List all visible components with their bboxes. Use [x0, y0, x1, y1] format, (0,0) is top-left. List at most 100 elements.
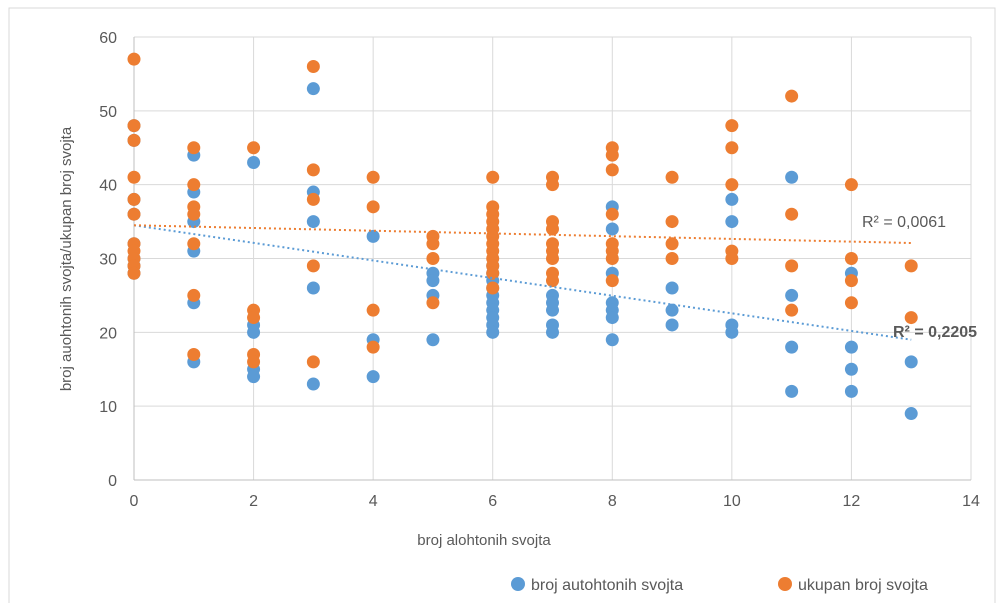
data-point-ukupan	[665, 237, 679, 251]
legend-marker-ukupan	[778, 577, 792, 591]
legend: broj autohtonih svojta ukupan broj svojt…	[511, 577, 928, 594]
data-point-autohtonih	[247, 325, 261, 339]
y-axis-title: broj auohtonih svojta/ukupan broj svojta	[58, 126, 75, 391]
data-point-ukupan	[665, 215, 679, 229]
y-tick-label: 10	[99, 399, 117, 416]
axes: 0 10 20 30 40 50 60 0 2 4 6 8 10 12 14	[99, 30, 980, 510]
data-point-ukupan	[127, 52, 141, 66]
data-point-ukupan	[306, 60, 320, 74]
x-tick-label: 12	[843, 493, 861, 510]
data-point-ukupan	[844, 178, 858, 192]
data-point-autohtonih	[605, 222, 619, 236]
data-point-autohtonih	[247, 370, 261, 384]
legend-marker-autohtonih	[511, 577, 525, 591]
data-point-ukupan	[486, 170, 500, 184]
data-points	[127, 52, 918, 421]
data-point-autohtonih	[785, 288, 799, 302]
data-point-ukupan	[306, 259, 320, 273]
y-tick-label: 50	[99, 104, 117, 121]
x-tick-label: 4	[369, 493, 378, 510]
data-point-ukupan	[605, 148, 619, 162]
data-point-ukupan	[605, 252, 619, 265]
data-point-ukupan	[127, 119, 141, 133]
data-point-ukupan	[904, 259, 918, 273]
data-point-ukupan	[546, 222, 559, 236]
data-point-autohtonih	[306, 82, 320, 96]
data-point-autohtonih	[785, 340, 799, 354]
data-point-ukupan	[725, 141, 739, 155]
data-point-ukupan	[306, 355, 320, 369]
data-point-ukupan	[247, 311, 261, 325]
data-point-ukupan	[486, 266, 500, 280]
y-tick-label: 60	[99, 30, 117, 47]
data-point-ukupan	[127, 170, 141, 184]
chart-labels: broj alohtonih svojta broj auohtonih svo…	[58, 126, 977, 549]
data-point-autohtonih	[665, 303, 679, 317]
data-point-autohtonih	[247, 156, 261, 170]
data-point-ukupan	[247, 141, 261, 155]
x-tick-label: 14	[962, 493, 980, 510]
data-point-autohtonih	[546, 325, 559, 339]
x-tick-label: 0	[130, 493, 139, 510]
data-point-ukupan	[187, 347, 201, 361]
data-point-ukupan	[127, 192, 141, 206]
trendlines	[133, 224, 912, 341]
x-tick-label: 6	[488, 493, 497, 510]
data-point-ukupan	[127, 207, 141, 221]
data-point-ukupan	[187, 141, 201, 155]
data-point-autohtonih	[665, 318, 679, 332]
data-point-ukupan	[605, 207, 619, 221]
data-point-ukupan	[426, 237, 440, 251]
data-point-autohtonih	[904, 407, 918, 421]
data-point-ukupan	[187, 207, 201, 221]
data-point-autohtonih	[486, 325, 500, 339]
data-point-ukupan	[844, 252, 858, 265]
data-point-ukupan	[306, 163, 320, 177]
data-point-ukupan	[605, 163, 619, 177]
trendline-r2-label-autohtonih: R² = 0,2205	[893, 324, 977, 341]
data-point-ukupan	[366, 200, 380, 214]
data-point-ukupan	[187, 237, 201, 251]
data-point-ukupan	[187, 178, 201, 192]
data-point-autohtonih	[366, 370, 380, 384]
data-point-autohtonih	[725, 215, 739, 229]
x-tick-label: 10	[723, 493, 741, 510]
data-point-ukupan	[725, 119, 739, 133]
data-point-ukupan	[366, 170, 380, 184]
data-point-autohtonih	[546, 303, 559, 317]
data-point-autohtonih	[904, 355, 918, 369]
data-point-autohtonih	[785, 384, 799, 398]
data-point-ukupan	[366, 340, 380, 354]
data-point-autohtonih	[785, 170, 799, 184]
data-point-ukupan	[725, 178, 739, 192]
y-tick-label: 30	[99, 252, 117, 269]
chart-frame	[8, 7, 996, 608]
data-point-ukupan	[426, 296, 440, 310]
data-point-autohtonih	[725, 192, 739, 206]
data-point-ukupan	[785, 259, 799, 273]
data-point-ukupan	[546, 178, 559, 192]
legend-label-autohtonih: broj autohtonih svojta	[531, 577, 683, 594]
data-point-ukupan	[844, 296, 858, 310]
data-point-autohtonih	[306, 281, 320, 295]
data-point-autohtonih	[605, 311, 619, 325]
trendline-autohtonih	[133, 224, 912, 341]
x-tick-label: 8	[608, 493, 617, 510]
data-point-ukupan	[127, 266, 141, 280]
data-point-autohtonih	[844, 340, 858, 354]
trendline-r2-label-ukupan: R² = 0,0061	[862, 214, 946, 231]
y-tick-label: 20	[99, 325, 117, 342]
data-point-autohtonih	[844, 362, 858, 376]
data-point-ukupan	[486, 281, 500, 295]
data-point-autohtonih	[366, 229, 380, 243]
data-point-autohtonih	[306, 377, 320, 391]
y-tick-label: 40	[99, 178, 117, 195]
data-point-autohtonih	[725, 325, 739, 339]
data-point-autohtonih	[844, 384, 858, 398]
data-point-autohtonih	[605, 333, 619, 347]
data-point-ukupan	[904, 311, 918, 325]
data-point-autohtonih	[665, 281, 679, 295]
data-point-ukupan	[546, 252, 559, 265]
